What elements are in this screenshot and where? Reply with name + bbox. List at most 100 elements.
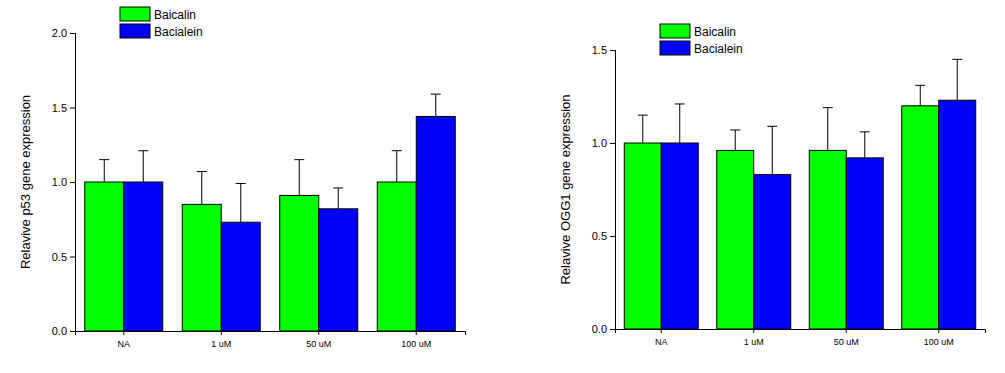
- x-tick-mark: [318, 331, 319, 335]
- legend: Baicalin Bacialein: [660, 24, 743, 56]
- error-cap: [99, 159, 109, 160]
- error-cap: [236, 183, 246, 184]
- error-stem: [772, 126, 773, 174]
- series: [624, 85, 939, 329]
- x-tick: NA: [655, 329, 668, 347]
- x-tick: 100 uM: [924, 329, 954, 347]
- error-cap: [392, 150, 402, 151]
- error-stem: [338, 188, 339, 209]
- chart: 0.00.51.01.5NA1 uM50 uM100 uMRelavive OG…: [558, 24, 986, 347]
- y-tick-label: 2.0: [52, 27, 67, 39]
- series: [85, 151, 417, 331]
- x-tick-label: 1 uM: [211, 339, 231, 349]
- y-tick-label: 0.0: [52, 325, 67, 337]
- error-cap: [638, 115, 648, 116]
- error-cap: [730, 129, 740, 130]
- y-tick-label: 1.0: [592, 137, 607, 149]
- y-tick-mark: [610, 143, 615, 144]
- y-tick-label: 1.0: [52, 176, 67, 188]
- x-tick: 1 uM: [744, 329, 764, 347]
- error-stem: [299, 160, 300, 196]
- error-cap: [294, 159, 304, 160]
- error-stem: [920, 85, 921, 105]
- y-axis-line: [610, 51, 616, 330]
- series: [124, 94, 456, 331]
- error-bar: [138, 151, 148, 182]
- error-bar: [915, 85, 925, 105]
- bar: [809, 150, 846, 329]
- x-tick-mark: [123, 331, 124, 335]
- legend-item: Bacialein: [120, 24, 203, 39]
- error-stem: [396, 151, 397, 182]
- error-bar: [860, 132, 870, 158]
- plot-area: [85, 94, 456, 331]
- legend-item: Baicalin: [120, 7, 196, 22]
- error-stem: [679, 104, 680, 143]
- y-axis: 0.0 0.5 1.0 1.5 2.0: [52, 27, 76, 337]
- error-bar: [823, 108, 833, 151]
- x-tick: 50 uM: [306, 331, 331, 349]
- error-cap: [915, 85, 925, 86]
- y-tick-label: 0.0: [592, 323, 607, 335]
- error-cap: [823, 107, 833, 108]
- legend-label: Bacialein: [154, 25, 203, 39]
- legend: Baicalin Bacialein: [120, 7, 203, 39]
- x-tick-mark: [846, 329, 847, 333]
- bar: [902, 106, 939, 329]
- bar: [221, 222, 260, 331]
- error-cap: [952, 59, 962, 60]
- y-tick: 1.0: [52, 176, 75, 188]
- y-tick-mark: [610, 50, 615, 51]
- error-cap: [333, 187, 343, 188]
- legend-item: Baicalin: [660, 24, 736, 39]
- plot-area: [624, 59, 976, 329]
- y-axis-title: Relavive OGG1 gene expression: [558, 94, 573, 284]
- legend-swatch: [660, 24, 690, 38]
- x-tick-label: NA: [655, 337, 668, 347]
- bar: [377, 182, 416, 331]
- y-tick: 0.0: [52, 325, 75, 337]
- y-tick-label: 0.5: [52, 251, 67, 263]
- error-cap: [197, 171, 207, 172]
- y-tick-mark: [70, 108, 75, 109]
- error-bar: [431, 94, 441, 116]
- figure: 0.0 0.5 1.0 1.5 2.0 NA 1 uM 50 uM 100 uM Relavive…: [0, 0, 1005, 373]
- y-tick: 1.5: [52, 102, 75, 114]
- y-tick: 0.5: [52, 251, 75, 263]
- y-tick-mark: [610, 236, 615, 237]
- error-bar: [730, 130, 740, 150]
- bar: [717, 150, 754, 329]
- legend-label: Bacialein: [694, 42, 743, 56]
- error-stem: [435, 94, 436, 116]
- error-stem: [143, 151, 144, 182]
- error-bar: [294, 160, 304, 196]
- error-bar: [99, 160, 109, 182]
- error-stem: [240, 183, 241, 222]
- x-tick-label: 1 uM: [744, 337, 764, 347]
- x-axis: NA 1 uM 50 uM 100 uM: [616, 329, 986, 347]
- y-tick-mark: [610, 329, 615, 330]
- bar: [319, 209, 358, 331]
- error-stem: [104, 160, 105, 182]
- x-tick: NA: [117, 331, 130, 349]
- y-tick: 2.0: [52, 27, 75, 39]
- y-tick-mark: [70, 182, 75, 183]
- legend-item: Bacialein: [660, 41, 743, 56]
- x-tick: 1 uM: [211, 331, 231, 349]
- y-tick: 1.0: [592, 137, 615, 149]
- y-tick-label: 0.5: [592, 230, 607, 242]
- error-stem: [201, 172, 202, 205]
- error-cap: [860, 131, 870, 132]
- bar: [661, 143, 698, 329]
- error-cap: [767, 126, 777, 127]
- x-tick-mark: [221, 331, 222, 335]
- x-tick-mark: [416, 331, 417, 335]
- x-tick: 100 uM: [401, 331, 431, 349]
- x-tick-label: 50 uM: [834, 337, 859, 347]
- chart: 0.00.51.01.52.0NA1 uM50 uM100 uMRelavive…: [18, 7, 466, 349]
- bar: [939, 100, 976, 329]
- y-axis-line: [70, 34, 76, 332]
- error-bar: [333, 188, 343, 209]
- y-tick: 0.0: [592, 323, 615, 335]
- bar: [624, 143, 661, 329]
